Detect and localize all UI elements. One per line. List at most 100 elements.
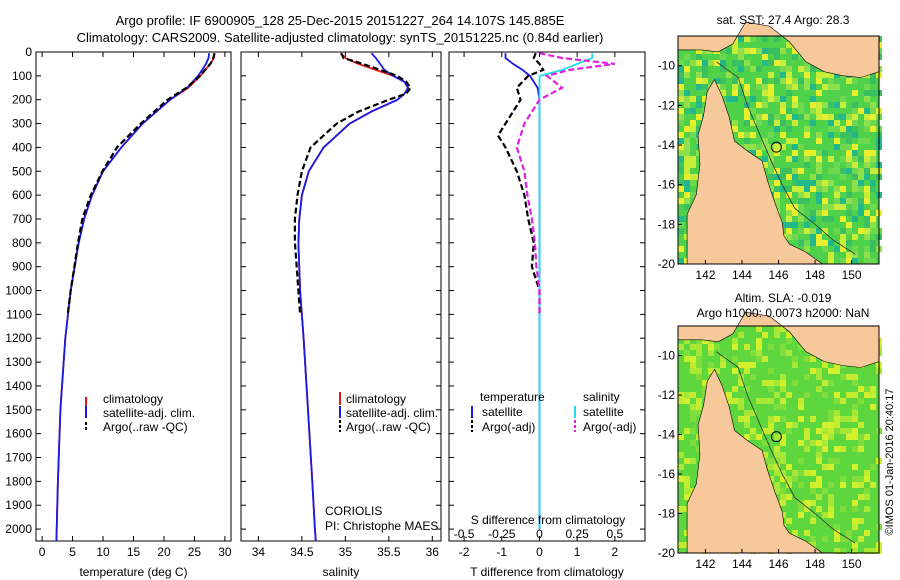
map-cell (696, 114, 702, 120)
map-cell (858, 174, 864, 180)
y-tick-label: 1000 (5, 284, 32, 298)
map-cell (786, 108, 792, 114)
map-cell (864, 84, 870, 90)
map-cell (684, 458, 690, 464)
isobath-line (716, 61, 856, 255)
map-cell (744, 368, 750, 374)
map-cell (678, 258, 684, 264)
map-cell (834, 410, 840, 416)
map-cell (678, 120, 684, 126)
map-cell (684, 204, 690, 210)
map-cell (852, 374, 858, 380)
map-cell (738, 36, 744, 42)
map-cell (774, 174, 780, 180)
map-cell (804, 428, 810, 434)
legend-temp-argo: Argo(-adj) (482, 420, 535, 434)
map-cell (816, 440, 822, 446)
map-cell (690, 156, 696, 162)
map-cell (678, 144, 684, 150)
map-cell (840, 476, 846, 482)
map-cell (780, 186, 786, 192)
map-cell (834, 530, 840, 536)
map-cell (696, 102, 702, 108)
map-cell (834, 422, 840, 428)
map-cell (792, 54, 798, 60)
map-cell (810, 512, 816, 518)
map-cell (798, 108, 804, 114)
map-cell (858, 440, 864, 446)
map-cell (780, 132, 786, 138)
map-cell (864, 258, 870, 264)
map-cell (690, 132, 696, 138)
map-cell (792, 470, 798, 476)
s-tick-label: 0.25 (565, 527, 589, 541)
series-line-salinity-satellite (538, 53, 594, 530)
map-cell (708, 344, 714, 350)
map-cell (804, 162, 810, 168)
map-cell (810, 150, 816, 156)
map-cell (750, 36, 756, 42)
map-cell (864, 138, 870, 144)
map-cell (840, 536, 846, 542)
map-cell (684, 126, 690, 132)
map-cell (804, 222, 810, 228)
map-cell (714, 60, 720, 66)
map-cell (828, 180, 834, 186)
map-cell (720, 78, 726, 84)
map-cell (696, 356, 702, 362)
map-cell (816, 108, 822, 114)
map-cell (852, 524, 858, 530)
map-cell (810, 210, 816, 216)
map-cell (684, 192, 690, 198)
map-cell (804, 470, 810, 476)
map-cell (690, 362, 696, 368)
map-cell (804, 156, 810, 162)
map-cell (750, 120, 756, 126)
map-y-tick-label: -18 (658, 217, 676, 231)
map-cell (696, 84, 702, 90)
plot-frame (240, 51, 442, 542)
map-cell (768, 60, 774, 66)
y-tick-label: 700 (12, 212, 32, 226)
map-cell (834, 144, 840, 150)
map-cell (834, 416, 840, 422)
map-cell (834, 458, 840, 464)
map-cell (846, 126, 852, 132)
map-cell (750, 374, 756, 380)
map-cell (864, 488, 870, 494)
y-tick-label: 1700 (5, 451, 32, 465)
map-cell (780, 60, 786, 66)
map-cell (720, 60, 726, 66)
map-cell (798, 102, 804, 108)
legend-satellite-adj: satellite-adj. clim. (346, 406, 438, 420)
map-cell (792, 222, 798, 228)
map-cell (864, 198, 870, 204)
map-cell (786, 174, 792, 180)
map-cell (864, 90, 870, 96)
legend-sal-satellite: satellite (583, 405, 624, 419)
map-cell (834, 524, 840, 530)
map-cell (744, 362, 750, 368)
map-cell (798, 404, 804, 410)
map-cell (786, 210, 792, 216)
map-cell (792, 144, 798, 150)
map-cell (822, 186, 828, 192)
map-cell (846, 252, 852, 258)
map-cell (870, 386, 876, 392)
map-cell (696, 338, 702, 344)
map-cell (822, 240, 828, 246)
map-cell (774, 150, 780, 156)
map-cell (852, 144, 858, 150)
map-cell (744, 120, 750, 126)
legend-group-salinity: salinity (583, 390, 620, 404)
map-cell (852, 102, 858, 108)
map-cell (792, 96, 798, 102)
map-cell (780, 174, 786, 180)
map-cell (834, 72, 840, 78)
map-cell (798, 506, 804, 512)
y-tick-label: 900 (12, 260, 32, 274)
map-cell (840, 102, 846, 108)
map-cell (774, 78, 780, 84)
map-cell (798, 482, 804, 488)
